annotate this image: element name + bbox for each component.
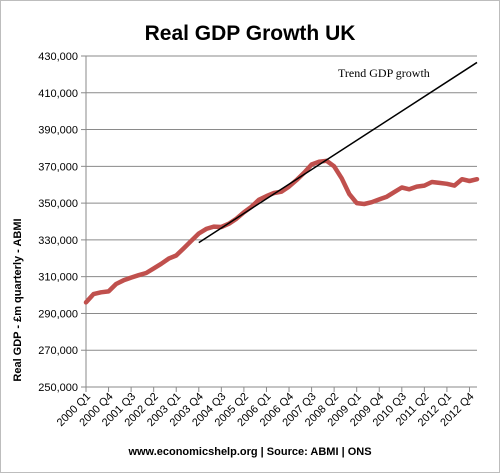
y-tick-label: 270,000: [38, 345, 78, 357]
y-tick-label: 430,000: [38, 51, 78, 63]
trend-label: Trend GDP growth: [338, 66, 430, 80]
y-tick-label: 370,000: [38, 161, 78, 173]
grid-lines: [86, 55, 477, 351]
y-tick-label: 330,000: [38, 235, 78, 247]
trend-line: [198, 61, 478, 244]
y-tick-labels: 250,000 270,000 290,000 310,000 330,000 350,0…: [38, 51, 78, 394]
series-group: [83, 158, 480, 305]
y-tick-label: 250,000: [38, 382, 78, 394]
y-tick-label: 350,000: [38, 198, 78, 210]
axes: [81, 55, 477, 392]
y-tick-label: 310,000: [38, 272, 78, 284]
y-tick-label: 410,000: [38, 88, 78, 100]
y-tick-label: 290,000: [38, 308, 78, 320]
y-tick-label: 390,000: [38, 125, 78, 137]
source-footer: www.economicshelp.org | Source: ABMI | O…: [128, 446, 372, 458]
gdp-series-line: [83, 158, 480, 305]
chart-title: Real GDP Growth UK: [144, 22, 356, 45]
trend-group: Trend GDP growth: [198, 61, 478, 244]
